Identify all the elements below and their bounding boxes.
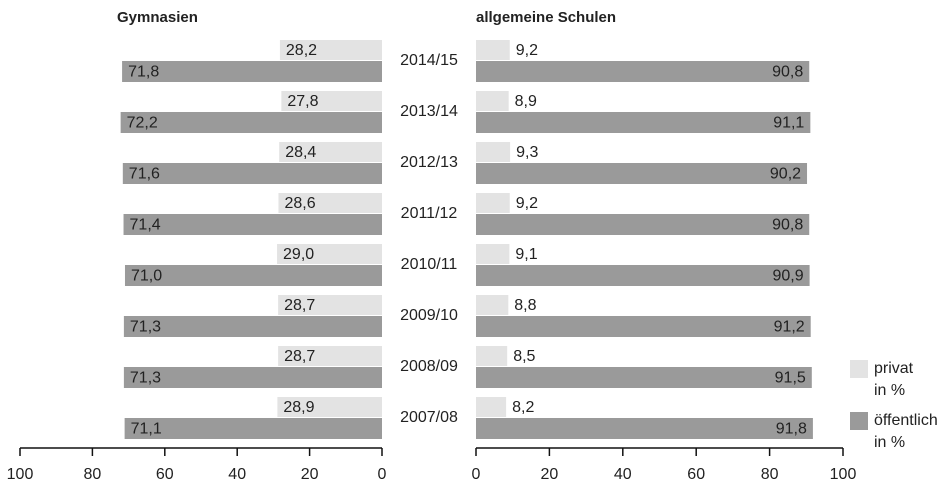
- bar: [123, 214, 383, 235]
- value-label: 27,8: [287, 93, 318, 110]
- category-label: 2010/11: [401, 256, 458, 273]
- value-label: 91,2: [774, 319, 805, 336]
- bar: [476, 397, 507, 417]
- bar: [279, 40, 382, 60]
- bar: [476, 346, 508, 366]
- bar: [124, 265, 382, 286]
- value-label: 28,9: [283, 399, 314, 416]
- chart-title: Gymnasien: [117, 9, 198, 26]
- legend-label: privat in %: [874, 360, 914, 399]
- value-label: 8,5: [513, 348, 535, 365]
- bar: [122, 163, 383, 184]
- bar: [476, 40, 510, 60]
- value-label: 9,2: [516, 195, 538, 212]
- value-label: 8,9: [515, 93, 537, 110]
- bar: [124, 418, 383, 439]
- category-label: 2014/15: [400, 52, 458, 69]
- value-label: 71,1: [131, 421, 162, 438]
- value-label: 9,2: [516, 42, 538, 59]
- x-tick-label: 100: [7, 466, 34, 483]
- bar: [279, 142, 382, 162]
- bar: [476, 244, 510, 264]
- x-tick-label: 60: [156, 466, 174, 483]
- category-label: 2013/14: [400, 103, 458, 120]
- bar: [476, 265, 810, 286]
- bar: [278, 295, 382, 315]
- bar: [476, 61, 810, 82]
- value-label: 90,8: [772, 217, 803, 234]
- legend-swatch: [850, 360, 868, 378]
- value-label: 29,0: [283, 246, 314, 263]
- bar: [476, 193, 510, 213]
- x-tick-label: 40: [228, 466, 246, 483]
- value-label: 72,2: [127, 115, 158, 132]
- bar: [120, 112, 383, 133]
- value-label: 28,6: [284, 195, 315, 212]
- value-label: 28,7: [284, 297, 315, 314]
- bar: [277, 244, 382, 264]
- value-label: 71,0: [131, 268, 162, 285]
- value-label: 28,7: [284, 348, 315, 365]
- value-label: 90,8: [772, 64, 803, 81]
- bar: [123, 367, 383, 388]
- bar: [476, 91, 509, 111]
- chart-title: allgemeine Schulen: [476, 9, 616, 26]
- x-tick-label: 100: [830, 466, 857, 483]
- bar: [277, 397, 382, 417]
- category-label: 2012/13: [400, 154, 458, 171]
- bar: [278, 346, 382, 366]
- value-label: 90,2: [770, 166, 801, 183]
- category-label: 2011/12: [401, 205, 458, 222]
- bar: [476, 367, 812, 388]
- value-label: 71,8: [128, 64, 159, 81]
- x-tick-label: 20: [301, 466, 319, 483]
- bar: [476, 142, 511, 162]
- bar: [476, 112, 811, 133]
- x-tick-label: 60: [687, 466, 705, 483]
- x-tick-label: 0: [472, 466, 481, 483]
- bar: [476, 316, 811, 337]
- value-label: 91,5: [775, 370, 806, 387]
- x-tick-label: 80: [761, 466, 779, 483]
- category-label: 2007/08: [400, 409, 458, 426]
- x-tick-label: 40: [614, 466, 632, 483]
- category-label: 2008/09: [400, 358, 458, 375]
- bar: [123, 316, 383, 337]
- value-label: 91,1: [773, 115, 804, 132]
- legend-swatch: [850, 412, 868, 430]
- bar: [278, 193, 382, 213]
- x-tick-label: 0: [378, 466, 387, 483]
- value-label: 71,6: [129, 166, 160, 183]
- bar: [476, 163, 808, 184]
- legend-label: öffentlich in %: [874, 412, 938, 451]
- value-label: 71,4: [130, 217, 161, 234]
- bar: [281, 91, 382, 111]
- category-label: 2009/10: [400, 307, 458, 324]
- bar: [476, 418, 813, 439]
- value-label: 71,3: [130, 370, 161, 387]
- value-label: 9,3: [516, 144, 538, 161]
- bar: [476, 295, 509, 315]
- value-label: 90,9: [772, 268, 803, 285]
- x-tick-label: 80: [84, 466, 102, 483]
- value-label: 91,8: [776, 421, 807, 438]
- x-tick-label: 20: [541, 466, 559, 483]
- bar: [476, 214, 810, 235]
- bar: [122, 61, 383, 82]
- value-label: 71,3: [130, 319, 161, 336]
- value-label: 28,4: [285, 144, 316, 161]
- value-label: 28,2: [286, 42, 317, 59]
- value-label: 8,8: [514, 297, 536, 314]
- value-label: 9,1: [515, 246, 537, 263]
- value-label: 8,2: [512, 399, 534, 416]
